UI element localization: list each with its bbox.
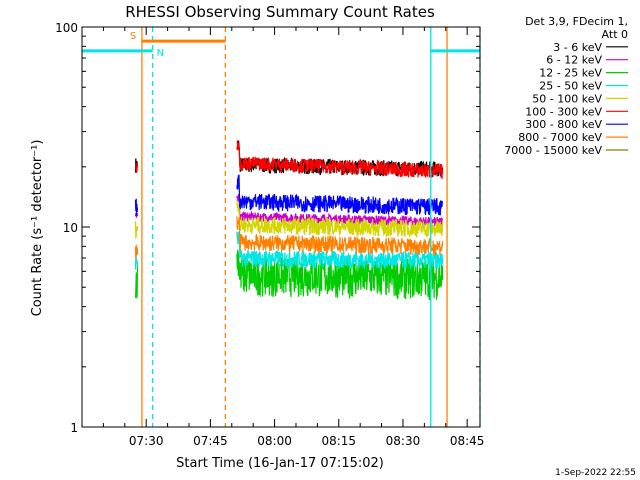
y-axis-label: Count Rate (s⁻¹ detector⁻¹) bbox=[30, 140, 45, 317]
legend-label-3: 12 - 25 keV bbox=[539, 67, 602, 80]
legend-header-1: Det 3,9, FDecim 1, bbox=[525, 15, 628, 28]
y-tick-label-1: 1 bbox=[70, 421, 78, 435]
x-tick-label-3: 08:00 bbox=[257, 434, 292, 448]
y-tick-label-2: 10 bbox=[63, 221, 78, 235]
flag-label-s: S bbox=[130, 31, 136, 42]
legend-label-9: 7000 - 15000 keV bbox=[504, 144, 602, 157]
x-tick-label-6: 08:45 bbox=[450, 434, 485, 448]
series-line-5 bbox=[134, 199, 444, 240]
series-line-8 bbox=[134, 216, 444, 259]
series-line-2 bbox=[134, 193, 444, 228]
legend-label-2: 6 - 12 keV bbox=[546, 54, 602, 67]
x-axis-label: Start Time (16-Jan-17 07:15:02) bbox=[176, 456, 384, 471]
x-tick-label-1: 07:30 bbox=[129, 434, 164, 448]
flag-label-n: N bbox=[157, 48, 164, 59]
legend-label-8: 800 - 7000 keV bbox=[518, 131, 602, 144]
legend-label-4: 25 - 50 keV bbox=[539, 80, 602, 93]
legend-header-2: Att 0 bbox=[602, 28, 628, 41]
legend-label-7: 300 - 800 keV bbox=[525, 118, 602, 131]
chart-title: RHESSI Observing Summary Count Rates bbox=[125, 3, 435, 21]
series-line-6 bbox=[135, 140, 444, 179]
y-tick-label-3: 100 bbox=[55, 21, 78, 35]
x-tick-label-4: 08:15 bbox=[321, 434, 356, 448]
x-tick-label-2: 07:45 bbox=[193, 434, 228, 448]
footer-timestamp: 1-Sep-2022 22:55 bbox=[555, 468, 636, 478]
legend-label-6: 100 - 300 keV bbox=[525, 105, 602, 118]
legend-label-1: 3 - 6 keV bbox=[553, 41, 602, 54]
x-tick-label-5: 08:30 bbox=[386, 434, 421, 448]
axes: 07:30 07:45 08:00 08:15 08:30 08:45 1 10 100 bbox=[55, 21, 484, 448]
series-line-7 bbox=[134, 174, 444, 216]
legend-label-5: 50 - 100 keV bbox=[532, 92, 602, 105]
series-line-3 bbox=[134, 249, 444, 301]
